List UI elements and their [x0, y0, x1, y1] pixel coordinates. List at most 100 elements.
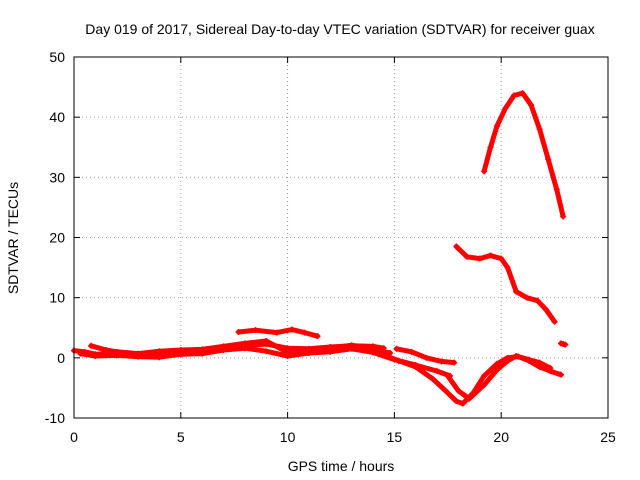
data-point: [562, 341, 569, 348]
data-point: [487, 144, 494, 151]
data-point: [536, 359, 543, 366]
data-point: [519, 90, 526, 97]
data-point: [380, 351, 387, 358]
data-point: [348, 345, 355, 352]
data-series-layer: [71, 90, 569, 407]
series-track-8: [453, 243, 558, 325]
data-point: [536, 126, 543, 133]
data-point: [408, 348, 415, 355]
data-point: [498, 255, 505, 262]
data-point: [453, 398, 460, 405]
x-tick-label: 20: [493, 429, 509, 445]
data-point: [551, 318, 558, 325]
data-point: [466, 395, 473, 402]
data-point: [481, 381, 488, 388]
y-tick-label: 10: [49, 290, 65, 306]
series-track-7: [444, 353, 554, 402]
chart-title: Day 019 of 2017, Sidereal Day-to-day VTE…: [85, 21, 594, 37]
data-point: [393, 345, 400, 352]
data-point: [553, 186, 560, 193]
data-point: [534, 297, 541, 304]
data-point: [453, 243, 460, 250]
data-point: [455, 387, 462, 394]
data-point: [560, 213, 567, 220]
y-tick-label: 30: [49, 169, 65, 185]
x-tick-label: 0: [70, 429, 78, 445]
data-point: [92, 353, 99, 360]
x-tick-label: 5: [177, 429, 185, 445]
data-point: [545, 156, 552, 163]
data-point: [423, 354, 430, 361]
data-point: [301, 329, 308, 336]
x-tick-label: 25: [600, 429, 616, 445]
x-tick-label: 15: [387, 429, 403, 445]
data-point: [528, 102, 535, 109]
grid: [74, 57, 608, 418]
series-line: [445, 353, 553, 402]
y-tick-label: -10: [45, 410, 65, 426]
data-point: [523, 294, 530, 301]
data-point: [493, 360, 500, 367]
y-tick-label: 40: [49, 109, 65, 125]
y-tick-labels: -10 0 10 20 30 40 50: [45, 49, 65, 426]
series-line: [481, 90, 566, 219]
data-point: [263, 348, 270, 355]
x-tick-label: 10: [280, 429, 296, 445]
data-point: [476, 255, 483, 262]
x-axis-label: GPS time / hours: [288, 458, 395, 474]
y-tick-label: 50: [49, 49, 65, 65]
data-point: [273, 329, 280, 336]
data-point: [444, 372, 451, 379]
data-point: [434, 368, 441, 375]
data-point: [513, 288, 520, 295]
data-point: [459, 400, 466, 407]
y-axis-label: SDTVAR / TECUs: [5, 182, 21, 294]
data-point: [502, 105, 509, 112]
data-point: [327, 348, 334, 355]
data-point: [252, 327, 259, 334]
data-point: [513, 353, 520, 360]
series-track-4: [235, 326, 321, 340]
ticks: [73, 56, 609, 419]
x-tick-labels: 0 5 10 15 20 25: [70, 429, 616, 445]
data-point: [493, 366, 500, 373]
data-point: [305, 350, 312, 357]
series-line: [453, 244, 558, 325]
y-tick-label: 20: [49, 230, 65, 246]
data-point: [493, 123, 500, 130]
data-point: [481, 372, 488, 379]
series-track-2: [88, 337, 394, 357]
data-point: [235, 328, 242, 335]
data-point: [395, 357, 402, 364]
data-point: [451, 359, 458, 366]
data-point: [314, 333, 321, 340]
data-point: [558, 371, 565, 378]
series-track-9: [481, 90, 567, 220]
data-point: [525, 356, 532, 363]
data-point: [113, 352, 120, 359]
data-point: [135, 353, 142, 360]
data-point: [481, 168, 488, 175]
data-point: [177, 351, 184, 358]
data-point: [220, 347, 227, 354]
data-point: [511, 92, 518, 99]
data-point: [547, 365, 554, 372]
data-point: [487, 252, 494, 259]
data-point: [263, 337, 270, 344]
data-point: [88, 342, 95, 349]
data-point: [199, 350, 206, 357]
data-point: [429, 375, 436, 382]
data-point: [438, 358, 445, 365]
data-point: [464, 253, 471, 260]
data-point: [241, 345, 248, 352]
series-track-5: [393, 345, 458, 366]
data-point: [288, 326, 295, 333]
series-track-10: [558, 340, 569, 348]
series-track-6: [380, 351, 565, 407]
data-point: [370, 349, 377, 356]
data-point: [77, 350, 84, 357]
data-point: [284, 353, 291, 360]
data-point: [156, 354, 163, 361]
data-point: [504, 264, 511, 271]
